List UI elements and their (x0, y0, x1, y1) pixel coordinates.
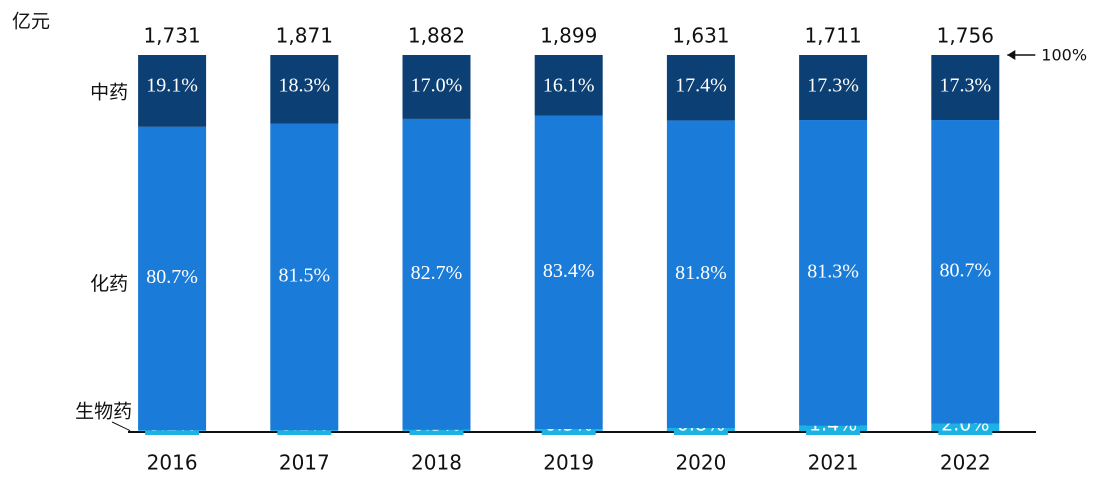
x-tick-label: 2018 (411, 451, 462, 475)
bar-segment (534, 115, 603, 430)
total-label: 1,882 (408, 24, 465, 48)
x-tick-label: 2021 (808, 451, 859, 475)
total-label: 1,871 (276, 24, 333, 48)
value-label: 19.1% (146, 75, 198, 97)
bar-segment (402, 55, 471, 119)
bar-segment (931, 120, 1000, 424)
x-tick-label: 2020 (675, 451, 726, 475)
bar-segment (666, 120, 735, 428)
series-name: 中药 (90, 82, 128, 104)
value-label: 16.1% (543, 75, 595, 97)
bar-segment (270, 55, 339, 124)
total-label: 1,756 (937, 24, 994, 48)
total-label: 1,711 (804, 24, 861, 48)
series-name: 生物药 (75, 401, 132, 423)
x-tick-label: 2022 (940, 451, 991, 475)
value-label: 17.3% (939, 75, 991, 97)
total-label: 1,899 (540, 24, 597, 48)
value-label: 81.5% (278, 265, 330, 287)
bar-segment (138, 126, 207, 431)
annotation-arrowhead (1007, 50, 1016, 60)
series-name: 化药 (90, 273, 128, 295)
value-label: 81.3% (807, 260, 859, 282)
unit-label: 亿元 (12, 11, 50, 33)
bar-segment (799, 120, 868, 426)
x-tick-label: 2019 (543, 451, 594, 475)
bar-segment (138, 55, 207, 127)
value-label: 18.3% (278, 75, 330, 97)
value-label: 81.8% (675, 262, 727, 284)
leader-line (111, 421, 131, 432)
total-label: 1,731 (143, 24, 200, 48)
bar-segment (666, 55, 735, 121)
value-label: 17.4% (675, 75, 727, 97)
total-label: 1,631 (672, 24, 729, 48)
bar-segment (270, 123, 339, 431)
annotation-label: 100% (1041, 46, 1087, 65)
value-label: 83.4% (543, 260, 595, 282)
value-label: 80.7% (146, 266, 198, 288)
value-label: 17.3% (807, 75, 859, 97)
x-tick-label: 2017 (279, 451, 330, 475)
bar-segment (799, 55, 868, 121)
bar-segment (931, 55, 1000, 121)
bar-segment (534, 55, 603, 116)
value-label: 17.0% (411, 75, 463, 97)
value-label: 80.7% (939, 259, 991, 281)
x-tick-label: 2016 (147, 451, 198, 475)
bar-segment (402, 118, 471, 430)
value-label: 82.7% (411, 262, 463, 284)
